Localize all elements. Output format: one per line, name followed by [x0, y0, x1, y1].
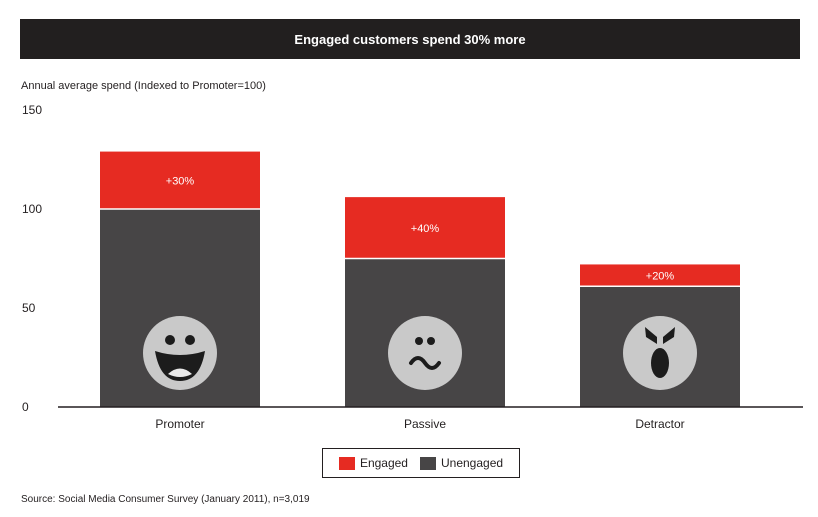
source-note: Source: Social Media Consumer Survey (Ja… — [21, 494, 310, 505]
bar-engaged — [345, 197, 505, 259]
neutral-face-icon — [388, 316, 462, 390]
face-eye — [427, 337, 435, 345]
x-category-label: Promoter — [155, 417, 204, 431]
legend-swatch-unengaged — [419, 456, 436, 470]
bar-data-label: +20% — [646, 270, 675, 282]
chart-subtitle: Annual average spend (Indexed to Promote… — [21, 80, 266, 92]
bar-data-label: +30% — [166, 175, 195, 187]
bar-engaged — [580, 264, 740, 287]
face-eye — [165, 335, 175, 345]
y-tick-label: 150 — [22, 103, 42, 117]
legend-item-engaged: Engaged — [338, 456, 408, 470]
legend-swatch-engaged — [338, 456, 355, 470]
face-tongue — [168, 368, 192, 377]
x-category-label: Passive — [404, 417, 446, 431]
bar-engaged — [100, 151, 260, 209]
face-brow — [645, 327, 657, 344]
chart-title: Engaged customers spend 30% more — [20, 19, 800, 59]
y-tick-label: 100 — [22, 202, 42, 216]
x-category-label: Detractor — [635, 417, 684, 431]
legend-label-unengaged: Unengaged — [440, 456, 504, 470]
face-eye — [185, 335, 195, 345]
face-mouth — [409, 356, 441, 370]
face-brow — [663, 327, 675, 344]
face-mouth — [651, 348, 669, 378]
face-eye — [415, 337, 423, 345]
face-mouth — [155, 351, 205, 381]
y-tick-label: 50 — [22, 301, 36, 315]
happy-face-icon — [143, 316, 217, 390]
y-tick-label: 0 — [22, 400, 29, 414]
chart-legend: Engaged Unengaged — [322, 448, 520, 478]
bar-data-label: +40% — [411, 223, 440, 235]
legend-item-unengaged: Unengaged — [419, 456, 504, 470]
legend-label-engaged: Engaged — [359, 456, 408, 470]
